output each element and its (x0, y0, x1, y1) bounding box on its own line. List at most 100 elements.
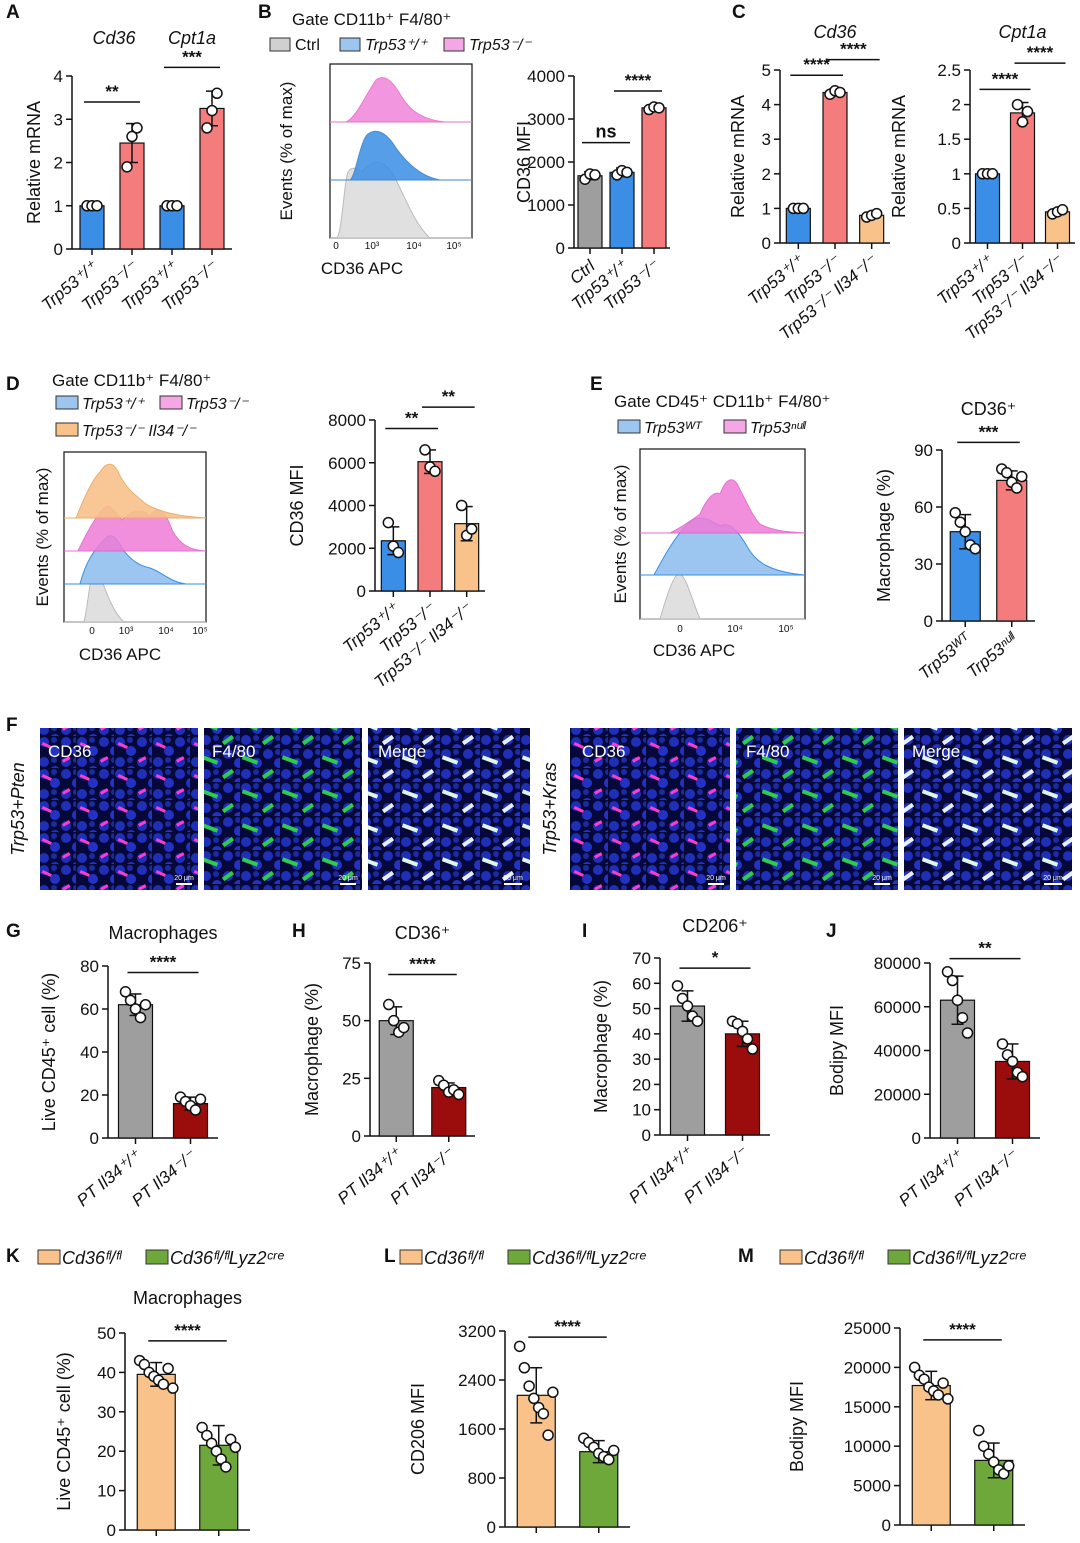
chart-l: 0 800 1600 2400 3200 CD206 MFI **** (408, 1317, 630, 1537)
panel-b-gate: Gate CD11b⁺ F4/80⁺ (292, 10, 451, 29)
panel-letter-e: E (590, 374, 603, 395)
y-tick-label-i-2: 20 (632, 1075, 651, 1094)
point-i-0-0 (671, 980, 684, 992)
flow-histogram-b: Events (% of max) CD36 APC 0 10³ 10⁴ 10⁵ (277, 63, 473, 278)
point-m-1-3 (988, 1456, 1000, 1468)
point-k-0-7 (167, 1382, 179, 1394)
y-label-g: Live CD45⁺ cell (%) (39, 973, 59, 1132)
y-tick-label-e-1: 30 (914, 555, 933, 574)
img-pten-cd36 (40, 728, 198, 890)
point-l-0-2 (523, 1380, 535, 1392)
point-d-0-2 (392, 546, 405, 559)
y-tick-label-k-0: 0 (107, 1521, 116, 1540)
y-tick-label-a-3: 3 (54, 110, 63, 129)
sig-label-i-0: * (712, 948, 719, 967)
bar-i-0 (669, 1005, 706, 1136)
img-kras-cd36 (570, 728, 730, 890)
point-j-1-4 (1016, 1071, 1029, 1083)
y-tick-label-b-3: 3000 (527, 110, 565, 129)
y-tick-label-m-1: 5000 (853, 1477, 891, 1496)
point-l-0-0 (513, 1340, 526, 1353)
bar-b-2 (641, 107, 667, 249)
legend-d-swatch-dko (55, 422, 79, 437)
y-tick-label-c2-1: 0.5 (937, 199, 961, 218)
y-label-i: Macrophage (%) (591, 980, 611, 1113)
legend-b-ctrl: Ctrl (295, 37, 320, 54)
point-d-1-2 (429, 465, 441, 478)
flow-b-tick-3: 10⁵ (446, 241, 461, 252)
y-tick-label-k-5: 50 (97, 1324, 116, 1343)
point-a-3-2 (211, 87, 223, 100)
y-tick-label-c2-4: 2 (952, 96, 961, 115)
panel-letter-k: K (6, 1246, 20, 1267)
point-j-0-3 (956, 1011, 969, 1024)
legend-b-swatch-ctrl (269, 37, 291, 52)
y-tick-label-m-0: 0 (882, 1516, 891, 1535)
flow-b-ylabel: Events (% of max) (277, 82, 296, 221)
chart-title-h: CD36⁺ (395, 923, 451, 943)
f-scale-5: 20 μm (872, 875, 892, 882)
y-tick-label-g-1: 20 (80, 1086, 99, 1105)
chart-title-c2: Cpt1a (998, 22, 1046, 42)
legend-b-ko: Trp53⁻/⁻ (469, 37, 533, 54)
panel-letter-l: L (384, 1246, 396, 1267)
legend-l-cko: Cd36ᶠˡ/ᶠˡLyz2ᶜʳᵉ (532, 1248, 647, 1268)
y-tick-label-a-1: 1 (54, 197, 63, 216)
point-i-1-4 (746, 1043, 759, 1055)
sig-label-g-0: **** (150, 952, 177, 971)
legend-d-swatch-ko (159, 395, 183, 410)
bar-b-1 (609, 171, 635, 249)
legend-b-swatch-wt (339, 37, 361, 52)
y-tick-label-b-0: 0 (556, 239, 565, 258)
y-label-a: Relative mRNA (24, 101, 44, 224)
y-tick-label-i-4: 40 (632, 1025, 651, 1044)
point-c1-2-2 (870, 207, 883, 220)
point-g-1-4 (194, 1093, 207, 1106)
f-label-f480-1: F4/80 (212, 742, 255, 761)
f-scale-3: 20 μm (503, 875, 523, 882)
chart-title-c1: Cd36 (813, 22, 857, 42)
flow-histogram-e: Events (% of max) CD36 APC 0 10⁴ 10⁵ (611, 448, 806, 660)
point-j-0-0 (941, 966, 954, 978)
sig-label-a-0: ** (105, 82, 119, 101)
point-b-2-2 (653, 102, 665, 114)
y-tick-label-b-4: 4000 (527, 67, 565, 86)
sig-label-b-0: ns (595, 122, 616, 142)
y-tick-label-i-5: 50 (632, 1000, 651, 1019)
y-tick-label-g-0: 0 (90, 1129, 99, 1148)
y-tick-label-l-1: 800 (468, 1469, 496, 1488)
bar-e-1 (996, 479, 1028, 622)
y-label-b: CD36 MFI (514, 121, 534, 203)
point-h-1-4 (453, 1088, 465, 1101)
legend-m-ctrl: Cd36ᶠˡ/ᶠˡ (804, 1248, 865, 1268)
legend-l-ctrl: Cd36ᶠˡ/ᶠˡ (424, 1248, 485, 1268)
flow-e-tick-3: 10⁵ (778, 624, 793, 635)
chart-title-e: CD36⁺ (961, 399, 1017, 419)
sig-label-c1-0: **** (803, 55, 830, 74)
point-j-0-1 (946, 974, 959, 987)
bar-c1-1 (822, 91, 848, 244)
y-label-c2: Relative mRNA (889, 95, 909, 218)
sig-label-h-0: **** (409, 955, 436, 974)
y-tick-label-m-3: 15000 (844, 1398, 891, 1417)
point-d-1-0 (419, 444, 431, 456)
img-kras-merge (904, 728, 1072, 890)
y-tick-label-l-3: 2400 (458, 1371, 496, 1390)
panel-letter-h: H (292, 921, 306, 942)
point-a-3-1 (206, 104, 218, 117)
bar-a-0 (79, 205, 105, 250)
point-l-1-5 (603, 1453, 615, 1466)
y-label-l: CD206 MFI (408, 1383, 428, 1475)
y-tick-label-g-4: 80 (80, 957, 99, 976)
bar-b-0 (577, 175, 603, 249)
legend-e-null: Trp53ⁿᵘˡˡ (750, 420, 807, 437)
point-c1-0-2 (797, 202, 810, 215)
point-g-0-4 (139, 998, 152, 1011)
chart-m: 0 5000 10000 15000 20000 25000 Bodipy MFI **** (787, 1319, 1025, 1535)
bar-g-0 (117, 1004, 154, 1139)
y-tick-label-c1-3: 3 (762, 130, 771, 149)
